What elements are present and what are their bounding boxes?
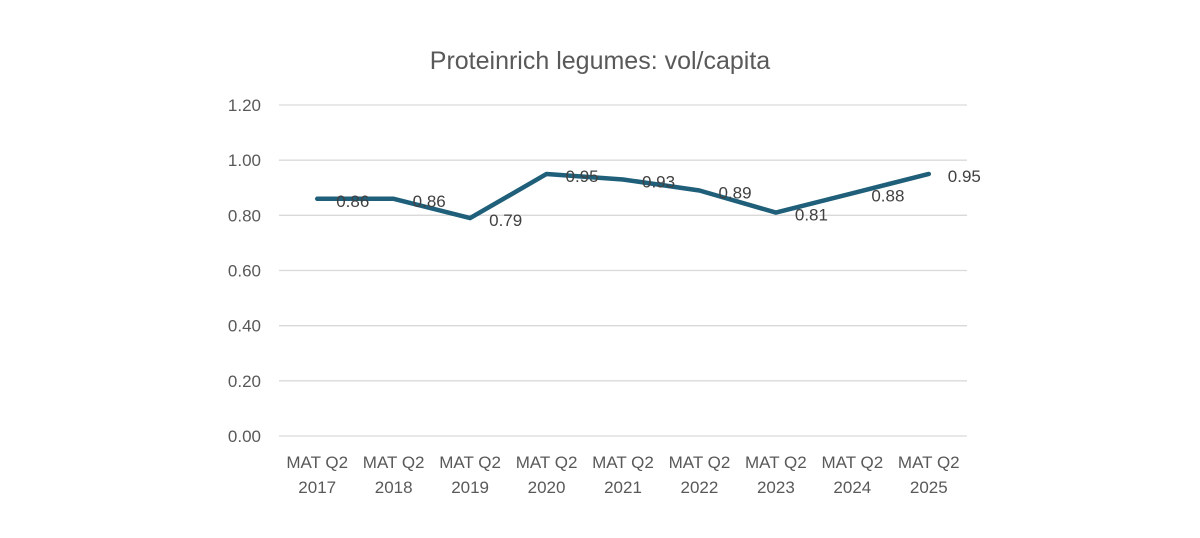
data-label: 0.86 xyxy=(413,192,446,211)
data-labels: 0.86 0.86 0.79 0.95 0.93 0.89 0.81 0.88 0.95 xyxy=(336,167,981,230)
y-tick-label: 1.20 xyxy=(228,96,261,115)
data-label: 0.88 xyxy=(871,186,904,205)
series-line xyxy=(317,174,929,218)
data-label: 0.89 xyxy=(718,184,751,203)
y-tick-label: 0.40 xyxy=(228,317,261,336)
y-axis-ticks: 0.00 0.20 0.40 0.60 0.80 1.00 1.20 xyxy=(228,96,261,446)
gridlines xyxy=(279,105,967,436)
y-tick-label: 1.00 xyxy=(228,151,261,170)
y-tick-label: 0.20 xyxy=(228,372,261,391)
y-tick-label: 0.60 xyxy=(228,262,261,281)
y-tick-label: 0.00 xyxy=(228,427,261,446)
data-label: 0.86 xyxy=(336,192,369,211)
chart-title: Proteinrich legumes: vol/capita xyxy=(430,47,771,75)
series-layer xyxy=(317,174,929,218)
data-label: 0.79 xyxy=(489,211,522,230)
y-tick-label: 0.80 xyxy=(228,206,261,225)
data-label: 0.81 xyxy=(795,206,828,225)
data-label: 0.93 xyxy=(642,172,675,191)
data-label: 0.95 xyxy=(566,167,599,186)
data-label: 0.95 xyxy=(948,167,981,186)
